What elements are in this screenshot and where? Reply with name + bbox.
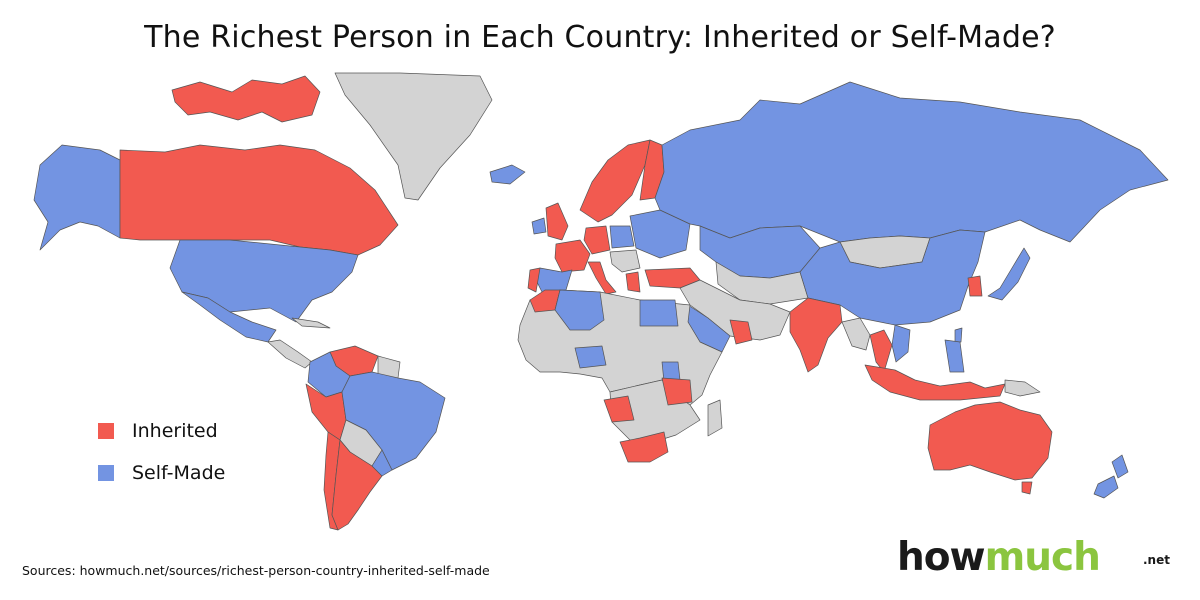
region-alaska xyxy=(33,144,121,251)
region-nigeria xyxy=(574,345,607,369)
region-balkans xyxy=(609,249,641,273)
region-south-africa xyxy=(619,431,669,463)
region-russia xyxy=(654,81,1169,243)
legend-item-self-made: Self-Made xyxy=(98,460,225,486)
region-canadian-arctic xyxy=(171,75,321,123)
region-vietnam xyxy=(891,324,911,363)
region-norway-sweden xyxy=(579,139,651,223)
logo-how: how xyxy=(897,535,986,580)
region-algeria xyxy=(554,289,605,331)
howmuch-logo: howmuch xyxy=(897,535,1101,580)
sources-note: Sources: howmuch.net/sources/richest-per… xyxy=(22,563,490,578)
region-uruguay xyxy=(371,449,393,477)
region-tasmania xyxy=(1021,481,1033,495)
legend-label-inherited: Inherited xyxy=(132,420,218,442)
region-portugal xyxy=(527,267,541,293)
self-made-swatch xyxy=(98,465,114,481)
region-france xyxy=(554,239,591,273)
region-indonesia xyxy=(864,364,1006,401)
region-usa xyxy=(169,239,359,323)
region-zambia xyxy=(661,377,693,406)
region-taiwan xyxy=(954,327,963,343)
region-germany xyxy=(583,225,611,255)
legend-label-self-made: Self-Made xyxy=(132,462,226,484)
region-argentina xyxy=(331,439,383,531)
region-new-zealand-south xyxy=(1093,475,1119,499)
region-papua-new-guinea xyxy=(1004,379,1041,397)
region-china xyxy=(799,229,986,326)
region-greece xyxy=(625,271,641,293)
region-ireland xyxy=(531,217,547,235)
region-central-america xyxy=(267,339,313,369)
region-uae-oman xyxy=(729,319,753,345)
logo-much: much xyxy=(984,535,1101,580)
region-greenland xyxy=(334,72,493,201)
legend-item-inherited: Inherited xyxy=(98,418,225,444)
region-iceland xyxy=(489,164,526,185)
region-spain xyxy=(535,267,573,293)
region-japan xyxy=(987,247,1031,301)
region-angola xyxy=(603,395,635,423)
legend: Inherited Self-Made xyxy=(98,418,225,502)
region-cuba xyxy=(291,317,331,329)
region-korea xyxy=(967,275,983,297)
region-italy xyxy=(587,261,617,295)
region-india xyxy=(789,297,843,373)
region-southern-africa xyxy=(609,379,701,441)
region-thailand xyxy=(869,329,893,373)
region-egypt xyxy=(639,299,679,327)
region-canada xyxy=(119,144,399,256)
inherited-swatch xyxy=(98,423,114,439)
region-mexico xyxy=(181,291,277,343)
region-philippines xyxy=(944,339,965,373)
map-title: The Richest Person in Each Country: Inhe… xyxy=(144,20,1056,55)
region-madagascar xyxy=(707,399,723,437)
region-uk xyxy=(545,202,569,241)
region-se-asia xyxy=(841,317,871,351)
logo-tld: .net xyxy=(1143,553,1170,567)
region-poland xyxy=(609,225,635,249)
region-australia xyxy=(927,401,1053,481)
region-new-zealand-north xyxy=(1111,454,1129,479)
